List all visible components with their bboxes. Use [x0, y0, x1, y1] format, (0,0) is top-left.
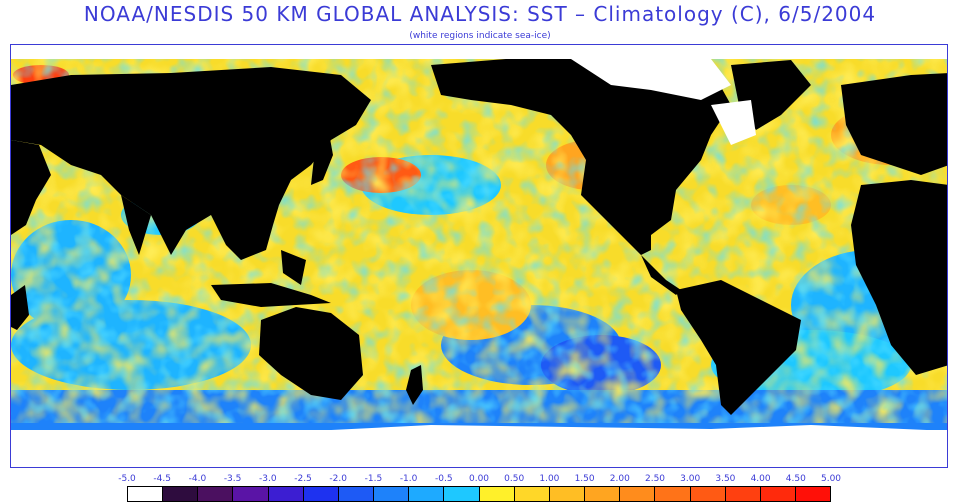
colorbar-tick-label: -2.0	[329, 474, 347, 484]
map-title: NOAA/NESDIS 50 KM GLOBAL ANALYSIS: SST –…	[83, 2, 877, 26]
colorbar-cell	[338, 487, 375, 501]
land-australia	[259, 307, 363, 400]
colorbar-tick-labels: -5.0 -4.5 -4.0 -3.5 -3.0 -2.5 -2.0 -1.5 -1.0 -0.5…	[0, 474, 960, 486]
land-africa-east	[11, 140, 51, 235]
sst-anomaly-map	[10, 44, 948, 468]
colorbar-cell	[409, 487, 445, 501]
colorbar-tick-label: 0.50	[504, 474, 525, 484]
land-central-america	[641, 255, 681, 295]
colorbar-tick-label: -2.5	[294, 474, 312, 484]
colorbar-cell	[655, 487, 691, 501]
land-south-america	[676, 280, 801, 415]
land-masses	[11, 57, 947, 415]
land-japan	[311, 133, 333, 185]
colorbar-tick-label: -3.5	[223, 474, 242, 484]
arctic-ice	[11, 45, 947, 59]
colorbar-cell	[198, 487, 234, 501]
map-subtitle: (white regions indicate sea-ice)	[409, 31, 551, 41]
colorbar-tick-label: -1.0	[399, 474, 418, 484]
land-africa-west	[851, 180, 947, 375]
colorbar-cell	[128, 487, 164, 501]
colorbar-cell	[233, 487, 269, 501]
colorbar-cell	[549, 487, 586, 501]
colorbar-cell	[690, 487, 726, 501]
colorbar-tick-label: 3.00	[680, 474, 701, 484]
colorbar-tick-label: 3.50	[715, 474, 736, 484]
colorbar-cell	[303, 487, 339, 501]
colorbar-cell	[268, 487, 304, 501]
colorbar-tick-label: -5.0	[118, 474, 136, 484]
colorbar-tick-label: -0.5	[435, 474, 453, 484]
land-indonesia	[211, 283, 331, 307]
land-india	[121, 195, 151, 255]
antarctica-bottom	[11, 455, 947, 467]
colorbar-tick-label: -4.0	[188, 474, 207, 484]
colorbar-tick-label: 0.00	[468, 474, 490, 484]
colorbar-cell	[444, 487, 480, 501]
colorbar-cell	[795, 487, 831, 501]
colorbar-tick-label: 1.50	[574, 474, 595, 484]
colorbar-tick-label: -3.0	[259, 474, 277, 484]
colorbar-tick-label: 2.00	[609, 474, 630, 484]
colorbar-cell	[163, 487, 199, 501]
land-asia	[11, 67, 371, 260]
colorbar-cell	[620, 487, 656, 501]
land-europe	[841, 73, 947, 175]
colorbar-tick-label: 5.00	[820, 474, 842, 484]
colorbar-legend	[127, 486, 831, 502]
colorbar-tick-label: 1.00	[539, 474, 560, 484]
colorbar-cell	[479, 487, 515, 501]
colorbar-cell	[514, 487, 550, 501]
colorbar-tick-label: 4.00	[750, 474, 771, 484]
colorbar-tick-label: -4.5	[153, 474, 171, 484]
colorbar-tick-label: 4.50	[785, 474, 806, 484]
colorbar-cell	[760, 487, 796, 501]
land-new-zealand	[406, 365, 423, 405]
land-north-america	[431, 57, 731, 255]
colorbar-tick-label: -1.5	[364, 474, 383, 484]
colorbar-cell	[585, 487, 621, 501]
colorbar-cell	[725, 487, 761, 501]
colorbar-tick-label: 2.50	[644, 474, 666, 484]
colorbar-cell	[374, 487, 410, 501]
